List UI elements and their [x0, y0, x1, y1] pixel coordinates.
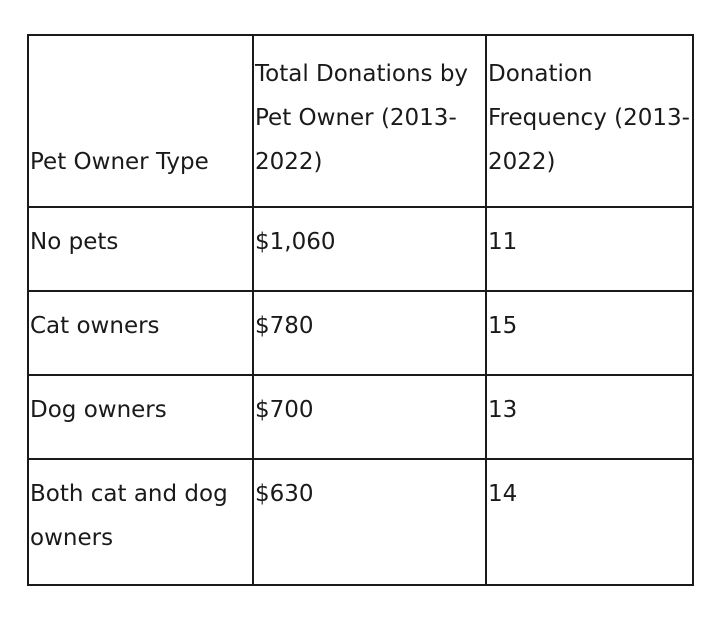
- cell-total-donations: $700: [252, 374, 487, 460]
- donations-table-container: Pet Owner Type Total Donations by Pet Ow…: [27, 34, 694, 586]
- table-row: Dog owners $700 13: [27, 374, 694, 460]
- table-row: Cat owners $780 15: [27, 290, 694, 376]
- cell-owner-type: Both cat and dog owners: [27, 458, 254, 586]
- table-row: No pets $1,060 11: [27, 206, 694, 292]
- header-pet-owner-type: Pet Owner Type: [27, 34, 254, 208]
- cell-donation-frequency: 14: [485, 458, 694, 586]
- cell-owner-type: Dog owners: [27, 374, 254, 460]
- donations-table: Pet Owner Type Total Donations by Pet Ow…: [27, 34, 694, 586]
- cell-donation-frequency: 11: [485, 206, 694, 292]
- header-total-donations: Total Donations by Pet Owner (2013-2022): [252, 34, 487, 208]
- table-header-row: Pet Owner Type Total Donations by Pet Ow…: [27, 34, 694, 208]
- cell-total-donations: $1,060: [252, 206, 487, 292]
- cell-owner-type: No pets: [27, 206, 254, 292]
- header-donation-frequency: Donation Frequency (2013-2022): [485, 34, 694, 208]
- cell-total-donations: $630: [252, 458, 487, 586]
- cell-owner-type: Cat owners: [27, 290, 254, 376]
- cell-donation-frequency: 15: [485, 290, 694, 376]
- table-row: Both cat and dog owners $630 14: [27, 458, 694, 586]
- cell-total-donations: $780: [252, 290, 487, 376]
- cell-donation-frequency: 13: [485, 374, 694, 460]
